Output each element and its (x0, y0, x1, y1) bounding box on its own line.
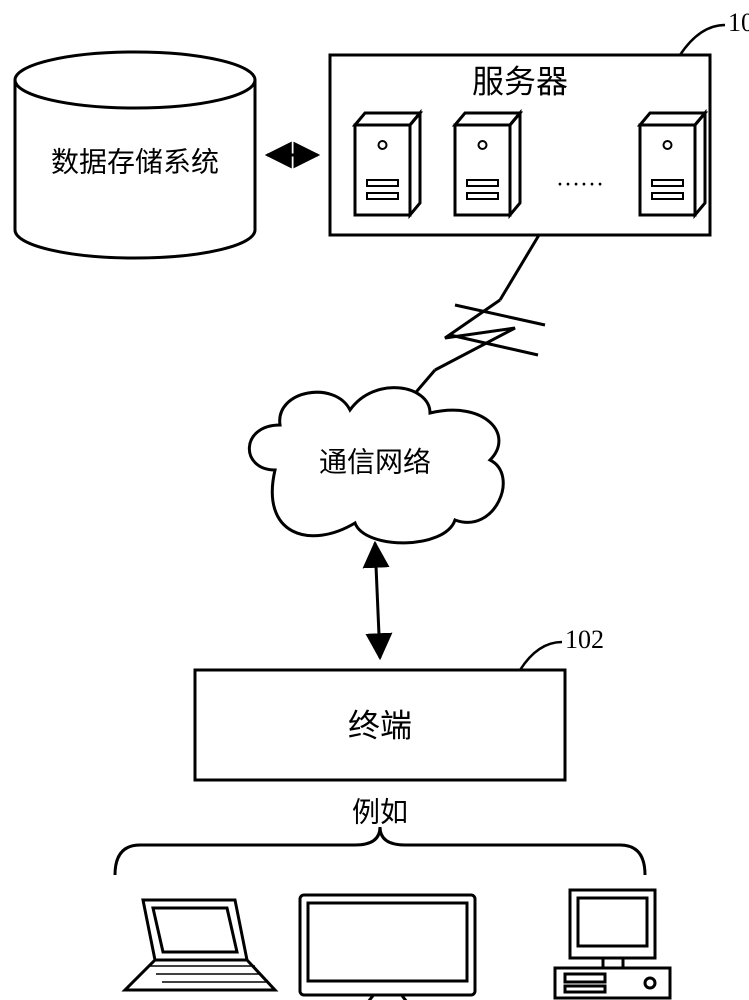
desktop-icon (555, 890, 670, 998)
monitor-icon (300, 895, 475, 1000)
server-group: 服务器 104 …… (330, 8, 749, 235)
wireless-link-icon (405, 235, 545, 405)
terminal-label: 终端 (348, 707, 412, 743)
architecture-diagram: 数据存储系统 服务器 104 …… 通信网络 终端 102 例如 (0, 0, 749, 1000)
server-ellipsis-icon: …… (556, 166, 604, 192)
terminal-box: 终端 102 (195, 625, 604, 780)
server-group-label: 服务器 (472, 63, 568, 99)
example-label: 例如 (352, 796, 408, 828)
server-ref-number: 104 (728, 8, 749, 37)
storage-cylinder: 数据存储系统 (15, 52, 255, 258)
cloud-icon: 通信网络 (249, 388, 503, 543)
terminal-ref-number: 102 (565, 625, 604, 654)
bidirectional-arrow-icon (375, 543, 380, 658)
curly-brace-icon (115, 827, 645, 875)
storage-label: 数据存储系统 (51, 146, 219, 178)
laptop-icon (125, 900, 275, 990)
network-label: 通信网络 (319, 446, 431, 478)
